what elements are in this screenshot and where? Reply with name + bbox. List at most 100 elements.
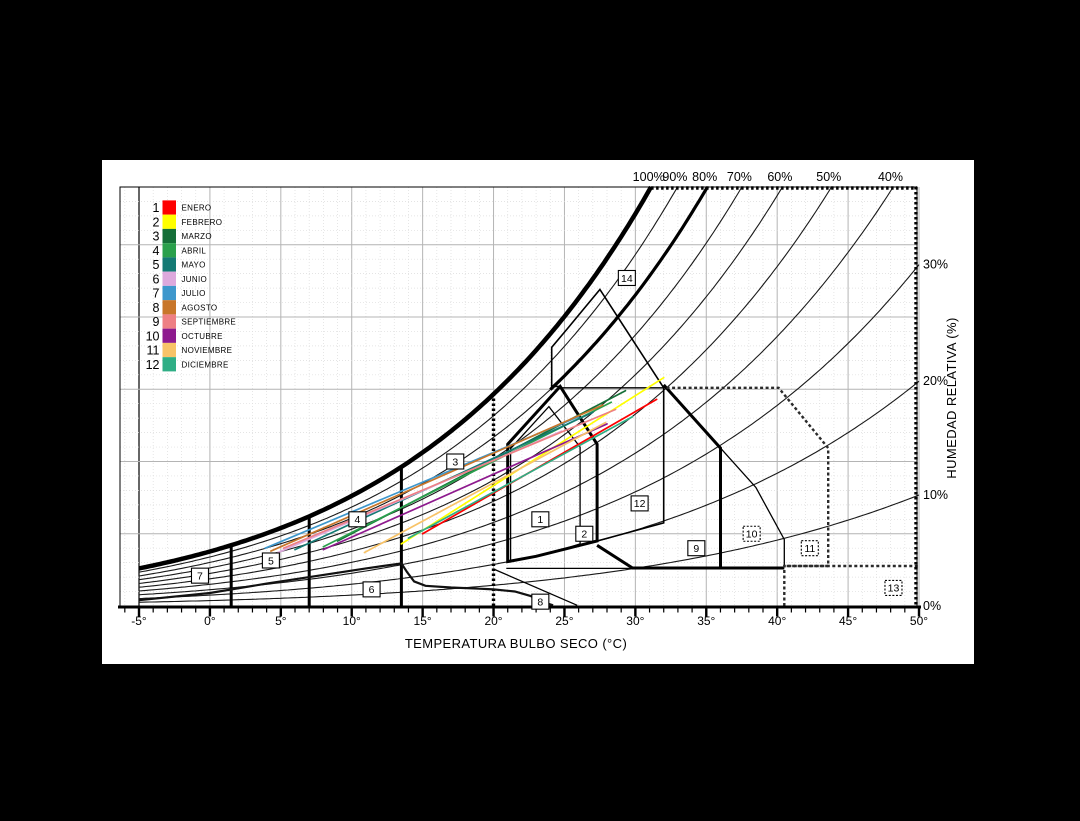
legend-swatch-febrero <box>162 214 176 229</box>
chart-generated-content: -5° 0° 5° 10° 15° 20° 25° 30° 35° 40° 45° 50°100%90… <box>118 170 948 628</box>
legend-swatch-septiembre <box>162 314 176 329</box>
legend-row-enero: 1 ENERO <box>153 200 212 215</box>
rh-curve-40 <box>138 186 894 592</box>
legend-number-9: 9 <box>153 315 160 329</box>
x-tick-label-5: 5° <box>275 614 287 628</box>
legend-number-8: 8 <box>153 301 160 315</box>
x-tick-label--5: -5° <box>131 614 147 628</box>
zone-box-6 <box>362 581 381 598</box>
zone-box-9 <box>687 540 706 557</box>
month-line-noviembre <box>363 421 607 554</box>
zone-number-12: 12 <box>634 498 646 510</box>
legend-number-5: 5 <box>153 258 160 272</box>
zone-box-13 <box>884 579 903 596</box>
zone-line-zone12-outline <box>550 288 665 542</box>
legend-label-enero: ENERO <box>182 204 212 213</box>
legend-label-julio: JULIO <box>182 289 206 298</box>
rh-80-thick-overlay <box>549 186 709 391</box>
zone-number-8: 8 <box>537 596 543 608</box>
zone-number-9: 9 <box>693 543 699 555</box>
legend-label-febrero: FEBRERO <box>182 218 223 227</box>
rh-right-label-20: 20% <box>923 374 948 388</box>
legend-label-diciembre: DICIEMBRE <box>182 360 229 369</box>
legend-swatch-julio <box>162 285 176 301</box>
legend-number-2: 2 <box>153 215 160 229</box>
x-tick-label-0: 0° <box>204 614 216 628</box>
legend-number-6: 6 <box>153 272 160 286</box>
zone-number-11: 11 <box>804 543 815 555</box>
legend-label-septiembre: SEPTIEMBRE <box>182 318 237 327</box>
zone-number-10: 10 <box>746 529 758 541</box>
zone-number-4: 4 <box>354 514 360 526</box>
legend-swatch-mayo <box>162 257 176 272</box>
legend-row-noviembre: 11 NOVIEMBRE <box>147 342 233 358</box>
x-tick-label-45: 45° <box>839 614 857 628</box>
zone-number-7: 7 <box>197 570 203 582</box>
legend-row-agosto: 8 AGOSTO <box>153 300 218 315</box>
axes-and-border <box>118 186 921 617</box>
legend-number-3: 3 <box>153 230 160 244</box>
rh-top-label-90: 90% <box>662 170 687 184</box>
rh-top-label-50: 50% <box>816 170 841 184</box>
zone-line-zone9-bottom <box>596 544 785 570</box>
zone-box-3 <box>446 453 465 470</box>
legend-label-mayo: MAYO <box>182 261 206 270</box>
zone-box-11 <box>800 540 819 557</box>
legend-swatch-noviembre <box>162 342 176 358</box>
legend-label-agosto: AGOSTO <box>182 303 218 312</box>
legend-label-noviembre: NOVIEMBRE <box>182 346 233 355</box>
zone-box-5 <box>261 552 280 569</box>
legend-swatch-junio <box>162 271 176 286</box>
zone-line-zone8-diagonal <box>493 568 578 606</box>
grid <box>120 187 920 607</box>
legend-row-marzo: 3 MARZO <box>153 228 212 244</box>
zone-box-14 <box>617 269 636 287</box>
rh-top-label-100: 100% <box>633 170 665 184</box>
legend-row-septiembre: 9 SEPTIEMBRE <box>153 314 237 329</box>
rh-curve-90 <box>138 186 678 573</box>
x-axis-title: TEMPERATURA BULBO SECO (°C) <box>405 636 627 651</box>
legend-number-12: 12 <box>146 358 160 372</box>
rh-curve-10 <box>138 494 920 603</box>
zone-number-6: 6 <box>369 584 375 596</box>
legend-row-febrero: 2 FEBRERO <box>153 214 223 229</box>
zone-boundaries <box>138 288 919 607</box>
legend-swatch-octubre <box>162 328 176 343</box>
rh-curve-50 <box>138 186 832 588</box>
legend-swatch-marzo <box>162 228 176 244</box>
zone-box-1 <box>531 511 550 528</box>
zone-line-zone10-outline <box>720 447 785 567</box>
month-line-septiembre <box>282 408 617 550</box>
legend-number-7: 7 <box>153 287 160 301</box>
legend-number-11: 11 <box>147 344 160 358</box>
zone-number-1: 1 <box>537 514 543 526</box>
month-line-diciembre <box>407 415 634 539</box>
zone-box-12 <box>630 495 649 512</box>
legend-label-abril: ABRIL <box>182 246 207 255</box>
zone-box-4 <box>348 511 367 528</box>
rh-right-label-0: 0% <box>923 599 941 613</box>
rh-right-label-30: 30% <box>923 258 948 272</box>
x-tick-label-40: 40° <box>768 614 786 628</box>
legend-label-marzo: MARZO <box>182 232 212 241</box>
x-tick-label-35: 35° <box>697 614 715 628</box>
zone-box-8 <box>531 593 550 610</box>
legend-number-10: 10 <box>146 329 160 343</box>
legend-row-abril: 4 ABRIL <box>153 243 207 258</box>
x-tick-label-30: 30° <box>626 614 644 628</box>
legend-number-1: 1 <box>153 201 160 215</box>
month-lines <box>264 376 665 554</box>
rh-curve-60 <box>138 186 783 585</box>
zone-line-comfort-inner <box>509 405 581 562</box>
x-tick-label-10: 10° <box>343 614 361 628</box>
saturation-curve <box>138 185 654 571</box>
zone-box-10 <box>742 525 761 542</box>
legend-row-diciembre: 12 DICIEMBRE <box>146 357 229 372</box>
legend-label-octubre: OCTUBRE <box>182 332 223 341</box>
legend-swatch-agosto <box>162 300 176 315</box>
x-tick-label-20: 20° <box>484 614 502 628</box>
legend-number-4: 4 <box>153 244 160 258</box>
